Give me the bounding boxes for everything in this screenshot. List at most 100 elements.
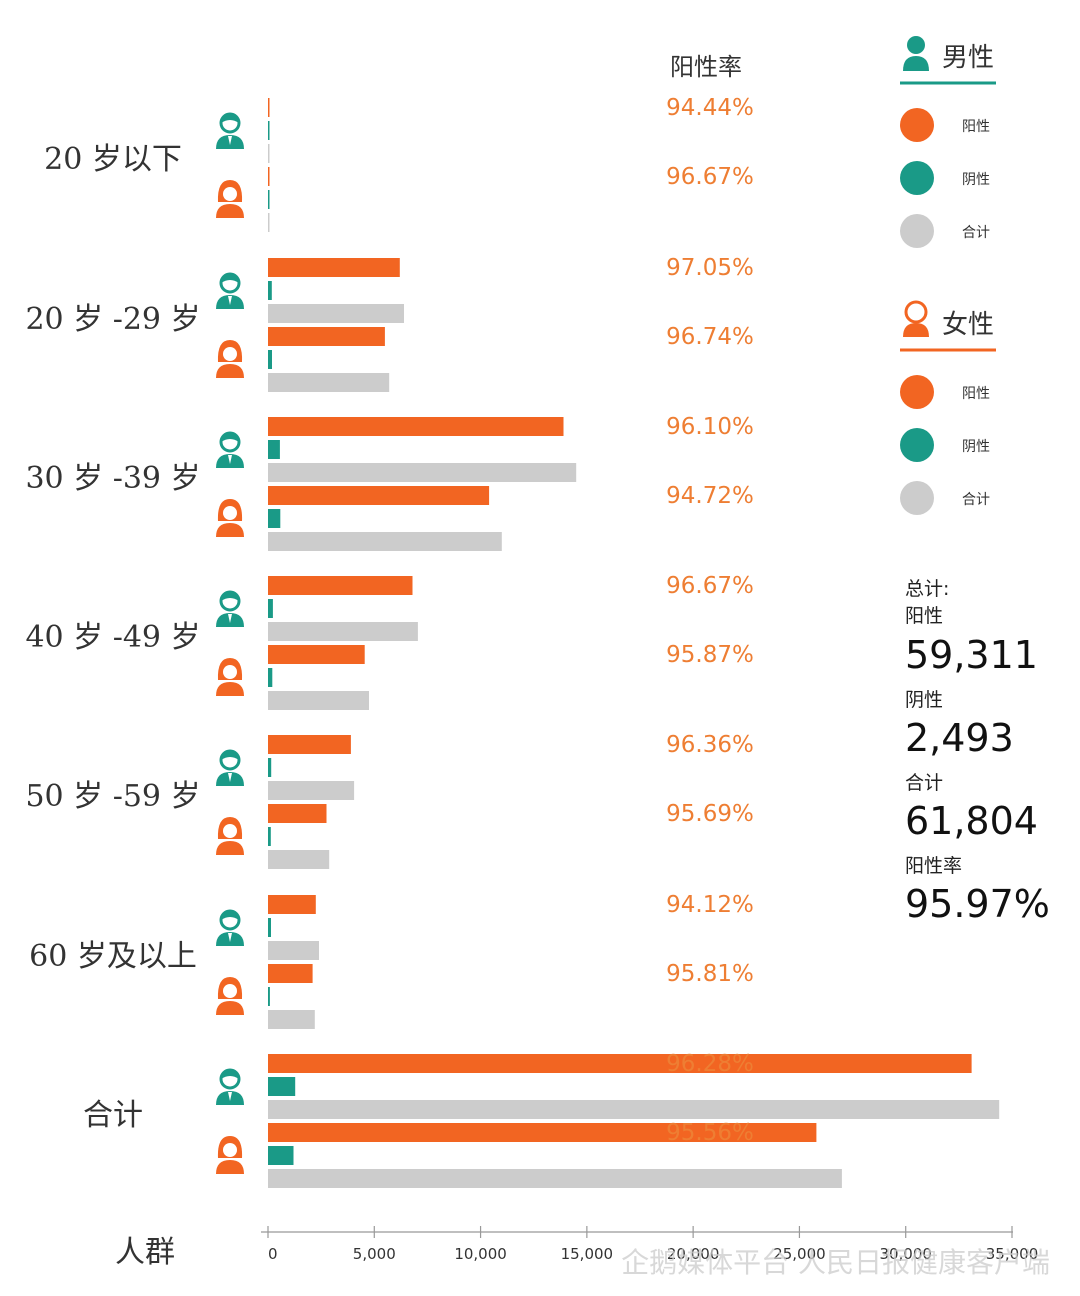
bar-male-negative-0 bbox=[268, 121, 270, 140]
rate-label-female-0: 96.67% bbox=[666, 164, 754, 190]
bar-female-total-2 bbox=[268, 532, 502, 551]
female-person-icon bbox=[903, 300, 929, 337]
rate-label-male-1: 97.05% bbox=[666, 255, 754, 281]
bar-female-positive-4 bbox=[268, 804, 327, 823]
male-person-icon bbox=[216, 909, 244, 946]
rate-label-female-6: 95.56% bbox=[666, 1120, 754, 1146]
rate-label-male-2: 96.10% bbox=[666, 414, 754, 440]
bar-female-total-1 bbox=[268, 373, 390, 392]
female-person-icon bbox=[216, 180, 244, 218]
legend-female-positive-label: 阳性 bbox=[962, 386, 990, 402]
bar-male-total-5 bbox=[268, 941, 319, 960]
legend-female-total-swatch bbox=[900, 481, 934, 515]
rate-label-male-4: 96.36% bbox=[666, 732, 754, 758]
bar-female-negative-5 bbox=[268, 987, 270, 1006]
group-label-4: 50 岁 -59 岁 bbox=[25, 779, 200, 814]
legend-female-total-label: 合计 bbox=[962, 492, 990, 508]
legend-male-negative-label: 阴性 bbox=[962, 172, 990, 188]
x-tick-label-3: 15,000 bbox=[561, 1245, 614, 1263]
group-label-3: 40 岁 -49 岁 bbox=[25, 620, 200, 655]
x-tick-label-1: 5,000 bbox=[353, 1245, 396, 1263]
legend-male-total-label: 合计 bbox=[962, 225, 990, 241]
bar-female-negative-3 bbox=[268, 668, 273, 687]
summary-total-label: 合计 bbox=[905, 772, 943, 794]
x-tick-label-6: 30,000 bbox=[879, 1245, 932, 1263]
bar-male-total-4 bbox=[268, 781, 355, 800]
rate-label-male-0: 94.44% bbox=[666, 95, 754, 121]
female-person-icon bbox=[216, 340, 244, 378]
x-axis: 0 5,000 10,000 15,000 20,000 25,000 30,000 35,0… bbox=[261, 1226, 1038, 1263]
x-tick-label-2: 10,000 bbox=[454, 1245, 507, 1263]
bar-female-negative-1 bbox=[268, 350, 272, 369]
x-tick-label-0: 0 bbox=[268, 1245, 278, 1263]
rate-label-female-1: 96.74% bbox=[666, 324, 754, 350]
legend-male-positive-swatch bbox=[900, 108, 934, 142]
rate-label-female-4: 95.69% bbox=[666, 801, 754, 827]
male-person-icon bbox=[216, 112, 244, 149]
bar-male-positive-6 bbox=[268, 1054, 972, 1073]
bar-male-positive-4 bbox=[268, 735, 351, 754]
male-person-icon bbox=[216, 749, 244, 786]
summary-title: 总计: bbox=[905, 578, 949, 600]
legend-male-title: 男性 bbox=[942, 43, 994, 73]
summary-total-value: 61,804 bbox=[905, 799, 1038, 843]
bar-male-total-2 bbox=[268, 463, 577, 482]
bar-female-positive-0 bbox=[268, 167, 270, 186]
male-person-icon bbox=[216, 1068, 244, 1105]
rate-label-female-2: 94.72% bbox=[666, 483, 754, 509]
x-tick-label-7: 35,000 bbox=[986, 1245, 1039, 1263]
legend-female-negative-swatch bbox=[900, 428, 934, 462]
bar-female-total-4 bbox=[268, 850, 330, 869]
bar-male-total-0 bbox=[268, 144, 270, 163]
bar-male-positive-3 bbox=[268, 576, 413, 595]
positive-rate-header: 阳性率 bbox=[670, 53, 742, 81]
bar-female-positive-6 bbox=[268, 1123, 817, 1142]
bar-female-positive-1 bbox=[268, 327, 385, 346]
bar-male-negative-2 bbox=[268, 440, 280, 459]
summary-negative-value: 2,493 bbox=[905, 716, 1014, 760]
female-person-icon bbox=[216, 1136, 244, 1174]
bar-female-positive-3 bbox=[268, 645, 365, 664]
group-label-6: 合计 bbox=[83, 1098, 143, 1133]
summary-negative-label: 阴性 bbox=[905, 689, 943, 711]
bar-female-negative-4 bbox=[268, 827, 271, 846]
watermark: 企鹅媒体平台 人民日报健康客户端 bbox=[621, 1246, 1050, 1279]
bar-male-positive-5 bbox=[268, 895, 316, 914]
bars-layer bbox=[268, 98, 1000, 1188]
legend-male-negative-swatch bbox=[900, 161, 934, 195]
x-tick-label-5: 25,000 bbox=[773, 1245, 826, 1263]
summary-rate-value: 95.97% bbox=[905, 882, 1050, 926]
legend-male-total-swatch bbox=[900, 214, 934, 248]
rate-label-male-5: 94.12% bbox=[666, 892, 754, 918]
bar-male-negative-5 bbox=[268, 918, 271, 937]
male-person-icon bbox=[903, 36, 929, 71]
bar-female-total-0 bbox=[268, 213, 270, 232]
bar-female-positive-5 bbox=[268, 964, 313, 983]
legend-female: 女性 阳性 阴性 合计 bbox=[900, 300, 996, 515]
female-person-icon bbox=[216, 977, 244, 1015]
labels-layer: 94.44% 96.67% 20 岁以下 97.05% 96.74% 20 岁 -29 岁… bbox=[25, 95, 754, 1174]
bar-male-total-3 bbox=[268, 622, 418, 641]
summary-positive-value: 59,311 bbox=[905, 633, 1038, 677]
bar-male-negative-4 bbox=[268, 758, 272, 777]
bar-female-total-5 bbox=[268, 1010, 315, 1029]
legend-male-positive-label: 阳性 bbox=[962, 119, 990, 135]
bar-male-positive-0 bbox=[268, 98, 270, 117]
group-label-2: 30 岁 -39 岁 bbox=[25, 461, 200, 496]
bar-male-negative-3 bbox=[268, 599, 273, 618]
legend-male: 男性 阳性 阴性 合计 bbox=[900, 36, 996, 248]
female-person-icon bbox=[216, 817, 244, 855]
bar-male-negative-1 bbox=[268, 281, 272, 300]
female-person-icon bbox=[216, 658, 244, 696]
group-label-5: 60 岁及以上 bbox=[29, 939, 197, 974]
x-axis-title: 人群 bbox=[115, 1235, 175, 1270]
legend-female-title: 女性 bbox=[942, 310, 994, 340]
bar-female-negative-6 bbox=[268, 1146, 294, 1165]
bar-male-negative-6 bbox=[268, 1077, 296, 1096]
rate-label-male-6: 96.28% bbox=[666, 1051, 754, 1077]
legend-female-positive-swatch bbox=[900, 375, 934, 409]
male-person-icon bbox=[216, 590, 244, 627]
bar-male-positive-1 bbox=[268, 258, 400, 277]
rate-label-male-3: 96.67% bbox=[666, 573, 754, 599]
